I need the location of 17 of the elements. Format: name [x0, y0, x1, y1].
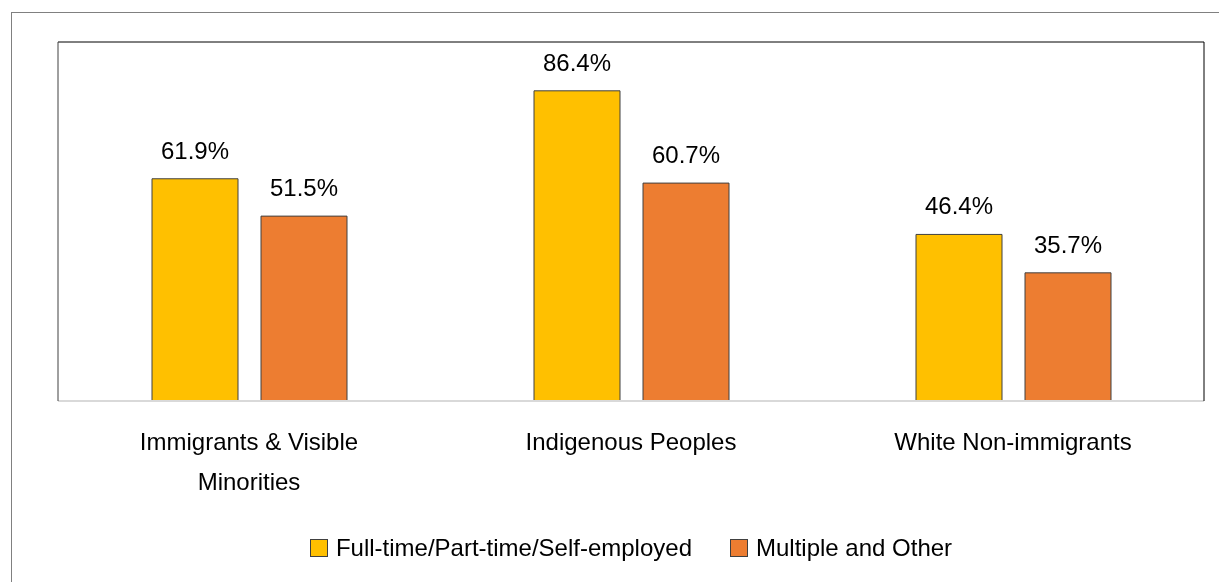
x-tick-label: Indigenous Peoples [525, 428, 737, 455]
data-label: 35.7% [1033, 230, 1103, 258]
bar [151, 178, 239, 401]
bar [1024, 272, 1112, 401]
x-tick-label: White Non-immigrants [894, 428, 1132, 455]
data-label: 60.7% [651, 141, 721, 169]
data-label: 86.4% [542, 48, 612, 76]
data-label: 51.5% [269, 174, 339, 202]
data-label: 46.4% [924, 192, 994, 220]
data-label: 61.9% [160, 136, 230, 164]
x-tick-label: Immigrants & Visible Minorities [139, 428, 359, 495]
bar [533, 90, 621, 401]
bar [915, 233, 1003, 401]
bar [260, 215, 348, 401]
legend-label: Full-time/Part-time/Self-employed [335, 534, 692, 562]
bar [642, 182, 730, 401]
legend-label: Multiple and Other [756, 534, 953, 562]
